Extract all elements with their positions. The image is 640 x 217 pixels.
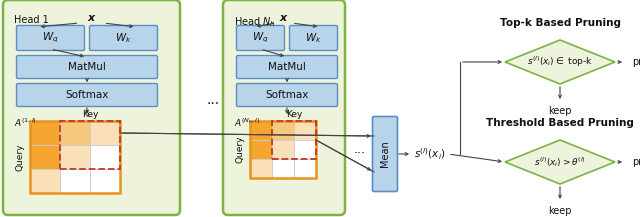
Text: Top-k Based Pruning: Top-k Based Pruning <box>499 18 621 28</box>
Text: Key: Key <box>286 110 302 119</box>
Text: ...: ... <box>207 93 220 107</box>
Text: $W_k$: $W_k$ <box>305 31 322 45</box>
Text: $s^{(l)}(x_i) \in$ top-k: $s^{(l)}(x_i) \in$ top-k <box>527 55 593 69</box>
Text: ...: ... <box>354 143 366 156</box>
Bar <box>250 140 272 159</box>
FancyBboxPatch shape <box>237 56 337 79</box>
FancyBboxPatch shape <box>3 0 180 215</box>
Text: $\boldsymbol{x}$: $\boldsymbol{x}$ <box>86 13 97 23</box>
Bar <box>250 121 272 140</box>
FancyBboxPatch shape <box>17 84 157 107</box>
Bar <box>90 169 120 193</box>
Bar <box>272 140 294 159</box>
Bar <box>272 121 316 159</box>
FancyBboxPatch shape <box>17 26 84 51</box>
Text: Head 1: Head 1 <box>14 15 49 25</box>
Text: Head $N_h$: Head $N_h$ <box>234 15 276 29</box>
Text: $\boldsymbol{x}$: $\boldsymbol{x}$ <box>279 13 289 23</box>
Bar <box>294 140 316 159</box>
Bar <box>90 145 120 169</box>
Text: Threshold Based Pruning: Threshold Based Pruning <box>486 118 634 128</box>
Text: Mean: Mean <box>380 141 390 167</box>
FancyBboxPatch shape <box>90 26 157 51</box>
Bar <box>60 121 90 145</box>
Text: $A^{(N_h,l)}$: $A^{(N_h,l)}$ <box>234 117 260 129</box>
FancyBboxPatch shape <box>237 84 337 107</box>
Bar <box>294 159 316 178</box>
Bar <box>30 145 60 169</box>
Text: MatMul: MatMul <box>68 62 106 72</box>
Text: keep: keep <box>548 106 572 116</box>
Text: $W_q$: $W_q$ <box>252 31 269 45</box>
Bar <box>30 121 60 145</box>
Bar <box>30 121 120 193</box>
Bar <box>250 121 316 178</box>
FancyBboxPatch shape <box>237 26 285 51</box>
Bar <box>272 121 294 140</box>
Text: $A^{(1,l)}$: $A^{(1,l)}$ <box>14 117 36 129</box>
Bar <box>294 121 316 140</box>
Text: prune: prune <box>632 57 640 67</box>
Bar <box>60 169 90 193</box>
FancyBboxPatch shape <box>289 26 337 51</box>
Polygon shape <box>505 40 615 84</box>
Polygon shape <box>505 140 615 184</box>
Bar <box>272 159 294 178</box>
Text: Softmax: Softmax <box>266 90 308 100</box>
Text: $W_k$: $W_k$ <box>115 31 132 45</box>
FancyBboxPatch shape <box>223 0 345 215</box>
Text: Query: Query <box>15 143 24 171</box>
FancyBboxPatch shape <box>372 117 397 191</box>
Text: $W_q$: $W_q$ <box>42 31 59 45</box>
Text: $s^{(l)}(x_i) > \theta^{(l)}$: $s^{(l)}(x_i) > \theta^{(l)}$ <box>534 155 586 169</box>
Text: MatMul: MatMul <box>268 62 306 72</box>
Text: $s^{(l)}(x_i)$: $s^{(l)}(x_i)$ <box>414 146 445 162</box>
Text: Query: Query <box>236 136 244 163</box>
FancyBboxPatch shape <box>17 56 157 79</box>
Text: keep: keep <box>548 206 572 216</box>
Bar <box>60 145 90 169</box>
Text: prune: prune <box>632 157 640 167</box>
Bar <box>60 121 120 169</box>
Bar <box>90 121 120 145</box>
Text: Key: Key <box>82 110 98 119</box>
Bar <box>250 159 272 178</box>
Bar <box>30 169 60 193</box>
Text: Softmax: Softmax <box>65 90 109 100</box>
